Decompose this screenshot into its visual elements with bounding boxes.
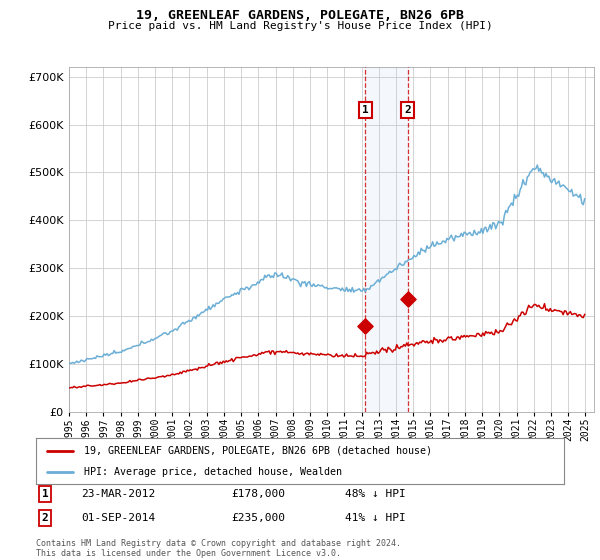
- Text: 23-MAR-2012: 23-MAR-2012: [81, 489, 155, 499]
- Text: 41% ↓ HPI: 41% ↓ HPI: [345, 513, 406, 523]
- Bar: [365, 67, 407, 412]
- Text: £235,000: £235,000: [231, 513, 285, 523]
- Text: 01-SEP-2014: 01-SEP-2014: [81, 513, 155, 523]
- Text: 2: 2: [404, 105, 411, 115]
- Text: 1: 1: [41, 489, 49, 499]
- Text: 19, GREENLEAF GARDENS, POLEGATE, BN26 6PB: 19, GREENLEAF GARDENS, POLEGATE, BN26 6P…: [136, 9, 464, 22]
- Text: 2: 2: [41, 513, 49, 523]
- Text: Contains HM Land Registry data © Crown copyright and database right 2024.
This d: Contains HM Land Registry data © Crown c…: [36, 539, 401, 558]
- Text: 48% ↓ HPI: 48% ↓ HPI: [345, 489, 406, 499]
- Text: 19, GREENLEAF GARDENS, POLEGATE, BN26 6PB (detached house): 19, GREENLEAF GARDENS, POLEGATE, BN26 6P…: [83, 446, 431, 456]
- Text: £178,000: £178,000: [231, 489, 285, 499]
- Text: HPI: Average price, detached house, Wealden: HPI: Average price, detached house, Weal…: [83, 467, 341, 477]
- Text: Price paid vs. HM Land Registry's House Price Index (HPI): Price paid vs. HM Land Registry's House …: [107, 21, 493, 31]
- Text: 1: 1: [362, 105, 369, 115]
- Point: [361, 322, 370, 331]
- Point: [403, 295, 412, 304]
